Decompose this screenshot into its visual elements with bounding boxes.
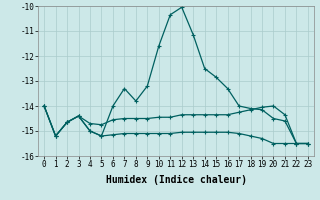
X-axis label: Humidex (Indice chaleur): Humidex (Indice chaleur) <box>106 175 246 185</box>
